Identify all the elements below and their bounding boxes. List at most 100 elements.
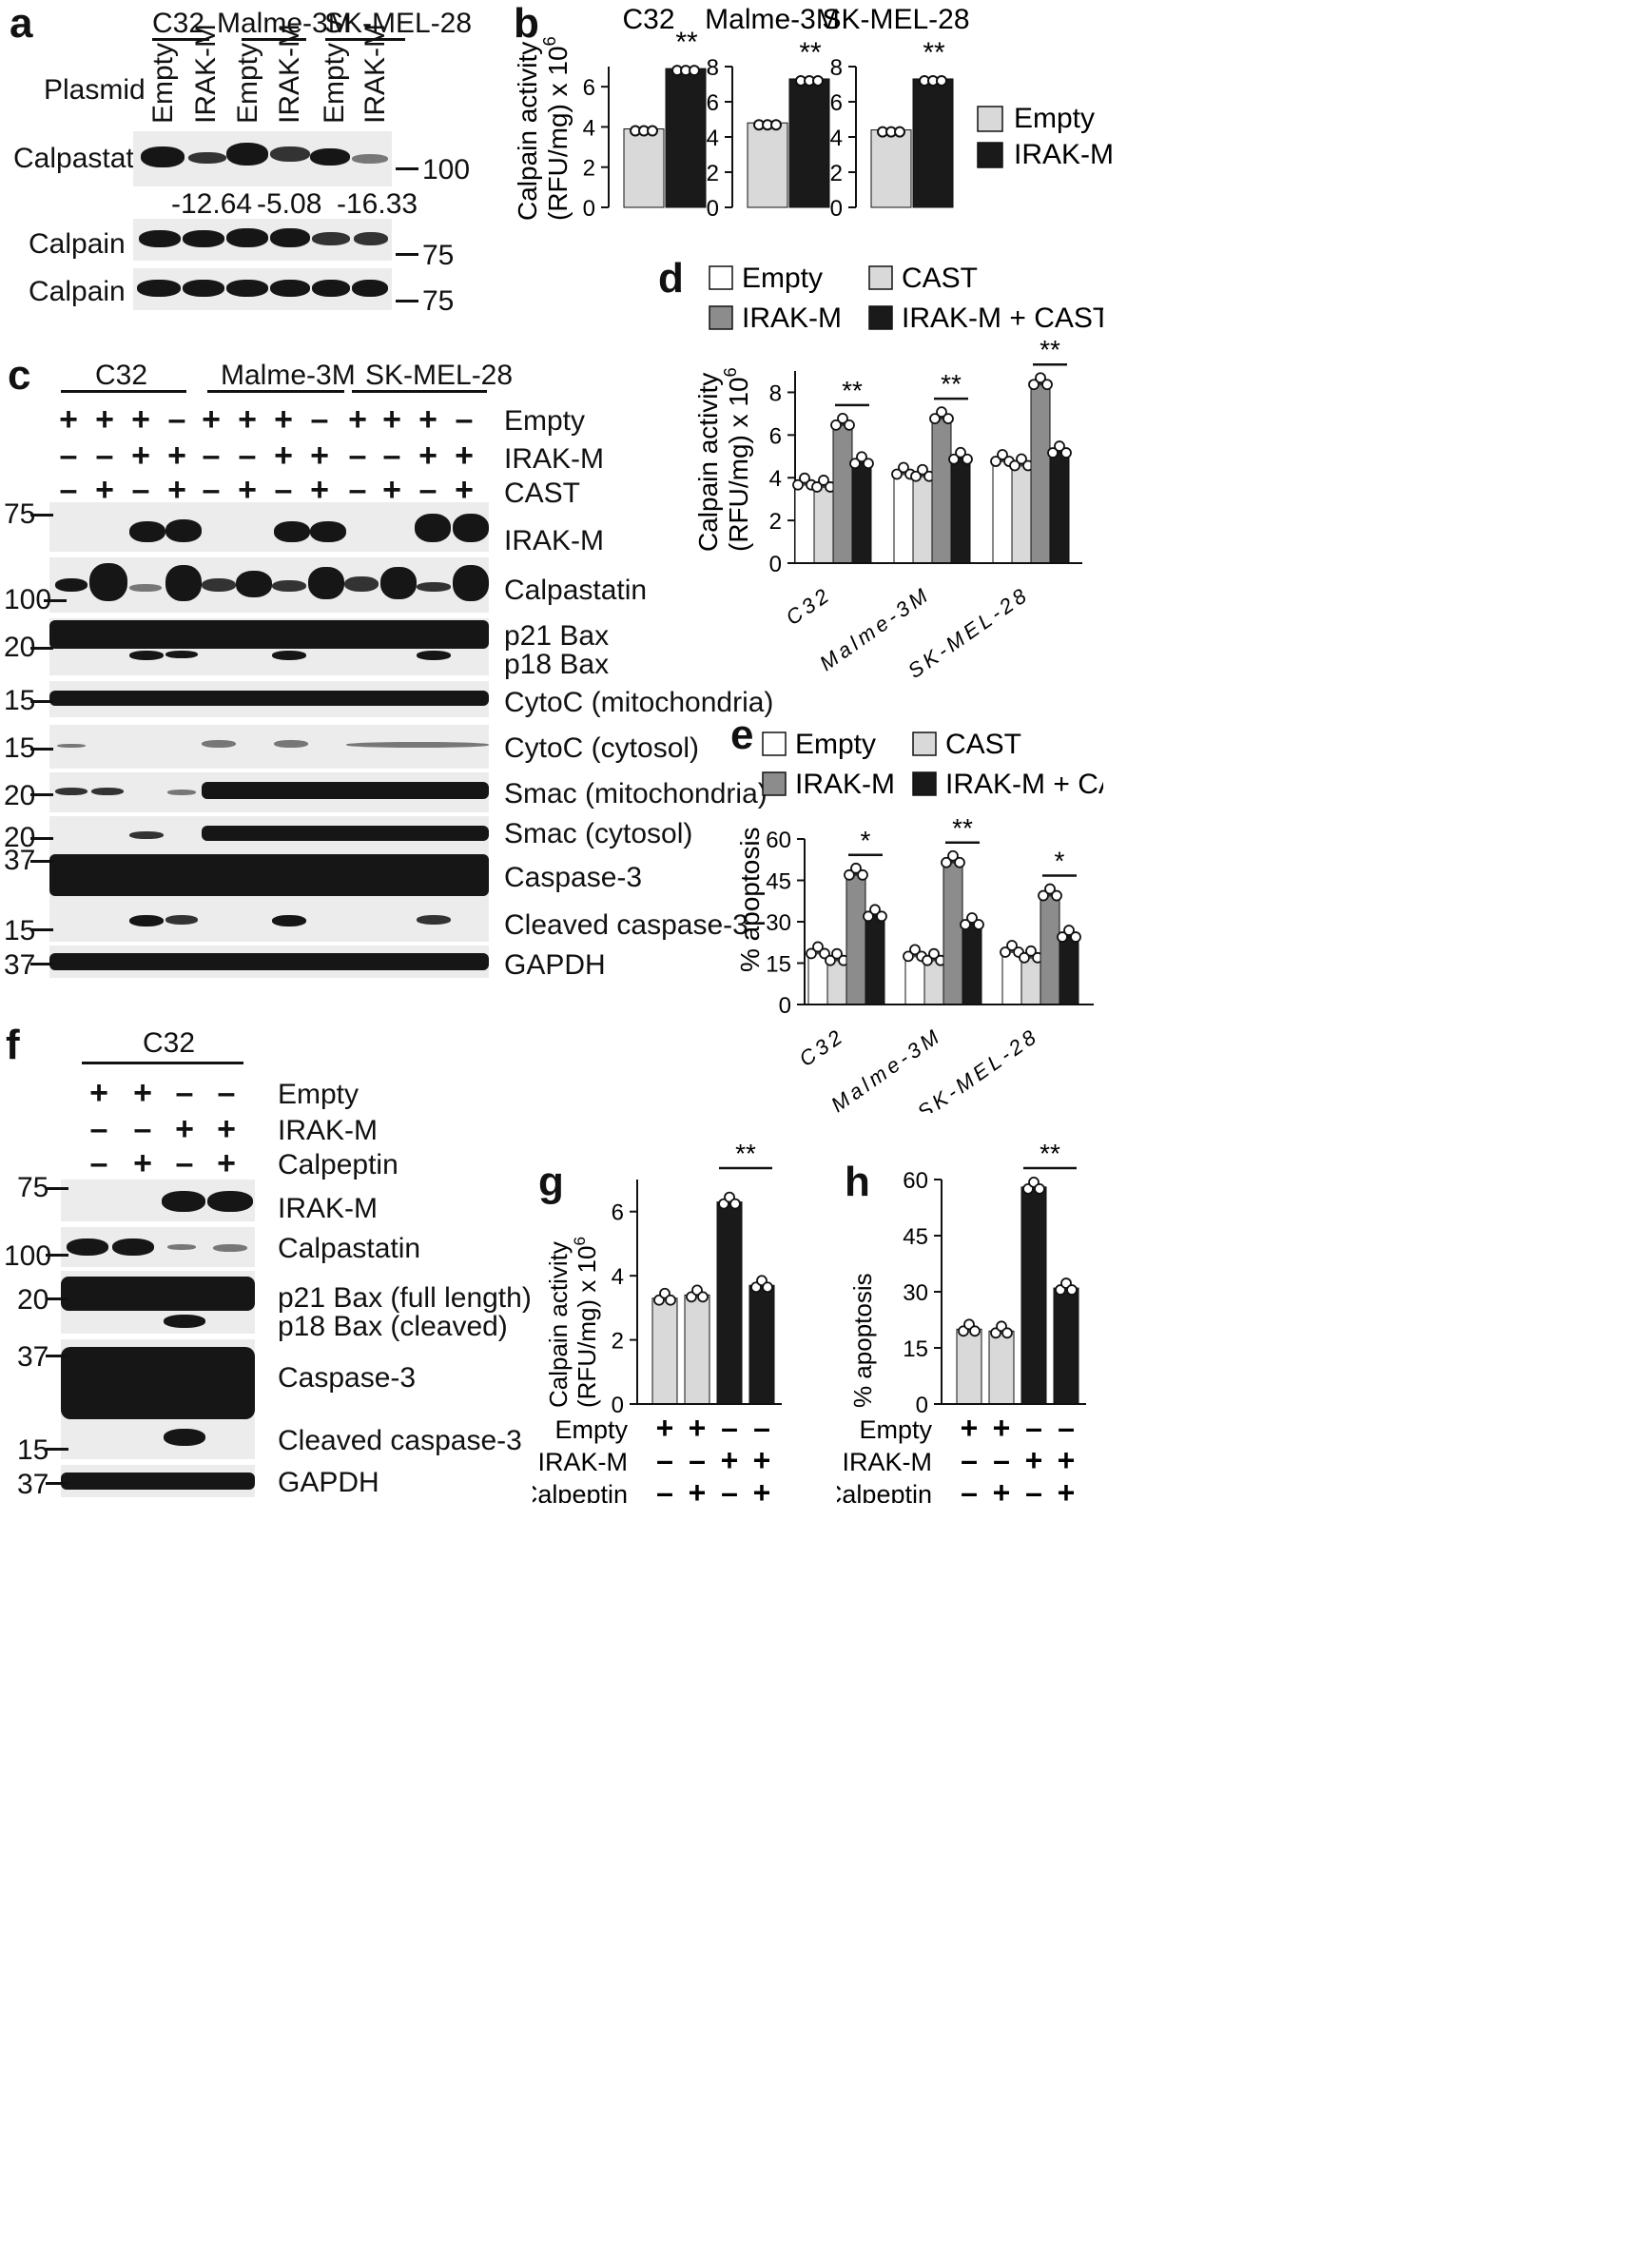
y-tick-label: 0	[830, 196, 843, 222]
plus-sign: +	[656, 1411, 674, 1445]
plus-sign: +	[1058, 1475, 1076, 1503]
data-point	[1006, 940, 1018, 951]
y-axis-label: Calpain activity (RFU/mg) x 106	[544, 1237, 601, 1408]
data-point	[929, 413, 941, 425]
chart-title: C32	[622, 4, 674, 35]
svg-text:(RFU/mg) x 106: (RFU/mg) x 106	[540, 36, 573, 221]
data-point	[1063, 925, 1075, 936]
panel-letter-e: e	[730, 712, 754, 758]
data-point	[1038, 889, 1049, 902]
data-point	[943, 413, 954, 425]
y-axis-label: % apoptosis	[848, 1273, 877, 1408]
y-tick-label: 8	[830, 55, 843, 81]
minus-sign: –	[689, 1443, 706, 1477]
data-point	[917, 463, 928, 476]
y-tick-label: 6	[769, 423, 782, 449]
data-point	[665, 1294, 676, 1306]
row-label: p18 Bax	[504, 649, 610, 680]
y-tick-label: 30	[903, 1280, 928, 1306]
row-label: Calpastatin	[13, 143, 157, 174]
y-tick-label: 0	[779, 993, 791, 1019]
significance-mark: **	[799, 37, 822, 68]
data-point	[1047, 447, 1059, 458]
y-tick-label: 2	[769, 509, 782, 535]
minus-sign: –	[238, 438, 257, 474]
plus-sign: +	[133, 1145, 152, 1181]
data-point	[857, 868, 868, 881]
row-label: Calpain 1	[29, 228, 149, 260]
row-label: Caspase-3	[278, 1362, 417, 1394]
blot-smac-mito	[49, 772, 489, 812]
condition-label: Empty	[554, 1415, 628, 1444]
legend-label: CAST	[945, 729, 1021, 760]
condition-label: Empty	[859, 1415, 932, 1444]
minus-sign: –	[1058, 1411, 1075, 1445]
y-tick-label: 0	[707, 196, 719, 222]
minus-sign: –	[656, 1475, 673, 1503]
data-point	[770, 119, 782, 131]
row-label: IRAK-M	[504, 525, 604, 556]
plus-sign: +	[961, 1411, 979, 1445]
bar	[716, 1201, 743, 1405]
cell-line-c32: C32	[95, 360, 148, 391]
blot-smac-cyto	[49, 816, 489, 852]
svg-text:Calpain activity: Calpain activity	[514, 42, 542, 221]
data-point	[844, 868, 855, 881]
blot-calpain1	[133, 219, 392, 261]
significance-mark: *	[861, 826, 871, 855]
data-point	[928, 947, 940, 960]
data-point	[850, 862, 862, 874]
data-point	[1044, 883, 1056, 895]
bar	[1059, 933, 1079, 1005]
svg-text:% apoptosis: % apoptosis	[848, 1273, 877, 1408]
row-label: Calpastatin	[504, 575, 648, 606]
row-label: IRAK-M	[278, 1193, 378, 1224]
bar-empty	[623, 128, 665, 208]
data-point	[1009, 459, 1020, 472]
bar	[845, 871, 866, 1005]
row-label: Caspase-3	[504, 862, 643, 893]
data-point	[647, 125, 658, 137]
plus-sign: +	[167, 438, 186, 474]
mw-marker: 20	[4, 780, 36, 811]
minus-sign: –	[202, 472, 221, 508]
y-tick-label: 4	[707, 126, 719, 151]
row-label: CytoC (cytosol)	[504, 732, 700, 764]
svg-text:% apoptosis: % apoptosis	[735, 827, 765, 972]
blot-bax	[61, 1271, 255, 1334]
bar-empty	[870, 129, 912, 208]
significance-mark: **	[1040, 1141, 1060, 1168]
bar	[1011, 462, 1032, 564]
data-point	[1001, 1327, 1013, 1339]
legend-label: IRAK-M	[742, 302, 842, 334]
data-point	[962, 453, 973, 465]
condition-label: Empty	[278, 1079, 360, 1110]
mw-marker: 20	[4, 632, 36, 663]
bar	[912, 473, 933, 564]
mw-marker: 100	[4, 1240, 52, 1272]
blot-gapdh	[49, 946, 489, 978]
mw-marker: 37	[17, 1469, 49, 1500]
data-point	[1028, 379, 1040, 391]
panel-letter-d: d	[658, 255, 684, 302]
bar-irak-m	[912, 78, 954, 208]
significance-mark: **	[941, 369, 962, 399]
data-point	[830, 419, 842, 431]
bar	[813, 483, 834, 564]
y-axis-label: Calpain activity (RFU/mg) x 106	[693, 367, 753, 552]
bar	[956, 1328, 982, 1405]
data-point	[903, 950, 914, 963]
mw-marker: 15	[4, 732, 36, 764]
data-point	[697, 1291, 709, 1303]
bar	[950, 456, 971, 564]
minus-sign: –	[721, 1475, 738, 1503]
y-tick-label: 0	[612, 1393, 624, 1418]
y-tick-label: 60	[903, 1168, 928, 1194]
blot-irakm	[49, 502, 489, 552]
plus-sign: +	[95, 401, 114, 438]
svg-text:(RFU/mg) x 106: (RFU/mg) x 106	[571, 1237, 601, 1408]
mw-marker: 15	[4, 915, 36, 946]
minus-sign: –	[753, 1411, 770, 1445]
data-point	[849, 458, 861, 470]
blot-caspase3	[49, 852, 489, 942]
